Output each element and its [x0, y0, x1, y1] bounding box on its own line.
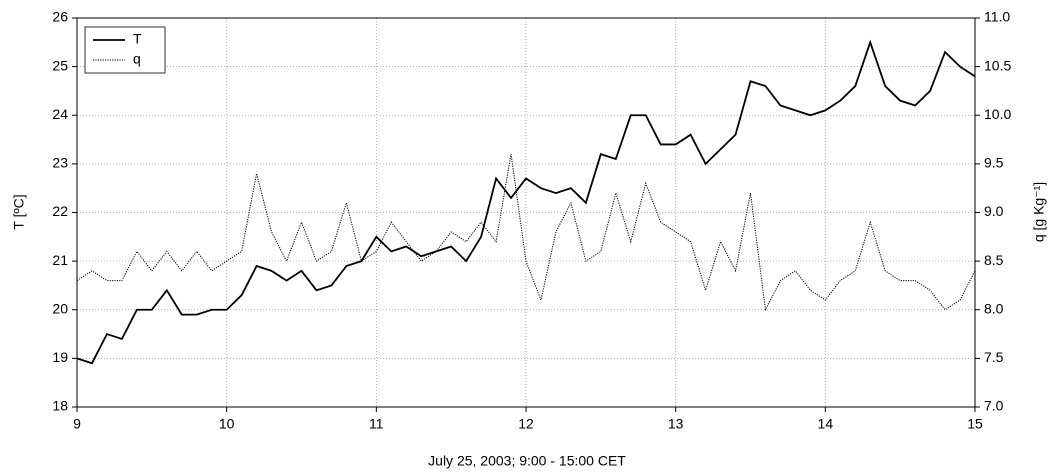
legend-label: T: [133, 31, 142, 47]
series-line: [76, 154, 976, 312]
x-tick-label: 14: [818, 416, 834, 432]
y-tick-label: 26: [52, 9, 68, 25]
series-line: [76, 39, 976, 365]
y-tick-label: 23: [52, 155, 68, 171]
y-tick-label: 21: [52, 252, 68, 268]
x-tick-label: 13: [668, 416, 684, 432]
x-tick-label: 12: [518, 416, 534, 432]
y-tick-label: 25: [52, 57, 68, 73]
legend-box: [84, 26, 166, 74]
y2-tick-label: 9.5: [984, 155, 1004, 171]
plot-frame: [76, 17, 976, 408]
y2-tick-label: 10.0: [984, 106, 1011, 122]
y2-tick-label: 8.0: [984, 300, 1004, 316]
y2-tick-label: 10.5: [984, 57, 1011, 73]
x-tick-label: 9: [73, 416, 81, 432]
legend-label: q: [133, 51, 141, 67]
x-tick-label: 15: [967, 416, 983, 432]
y-tick-label: 22: [52, 203, 68, 219]
y2-tick-label: 9.0: [984, 203, 1004, 219]
y-tick-label: 20: [52, 300, 68, 316]
x-tick-label: 10: [219, 416, 235, 432]
y-tick-label: 18: [52, 398, 68, 414]
y2-tick-label: 7.5: [984, 349, 1004, 365]
y2-tick-label: 7.0: [984, 398, 1004, 414]
y2-axis-title: q [g Kg⁻¹]: [1031, 182, 1047, 242]
y-axis-title: T [ºC]: [11, 194, 27, 229]
y-tick-label: 19: [52, 349, 68, 365]
y2-tick-label: 11.0: [984, 9, 1010, 25]
x-axis-title: July 25, 2003; 9:00 - 15:00 CET: [428, 453, 626, 469]
x-tick-label: 11: [369, 416, 384, 432]
y-tick-label: 24: [52, 106, 68, 122]
y2-tick-label: 8.5: [984, 252, 1004, 268]
